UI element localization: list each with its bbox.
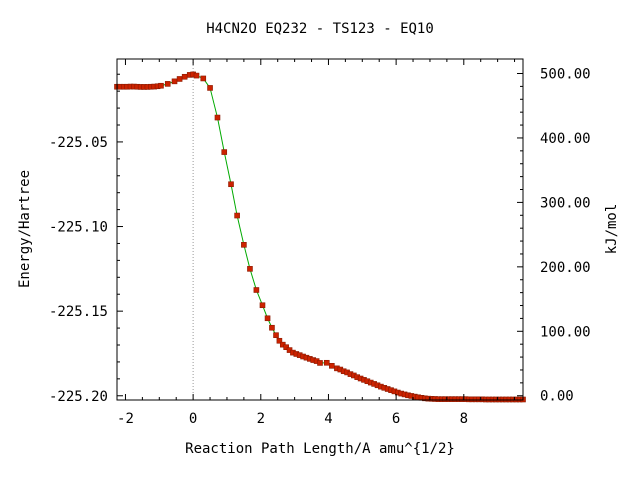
- plot-frame: [116, 58, 524, 401]
- y-axis-label: Energy/Hartree: [17, 170, 33, 288]
- x-tick-label: 6: [392, 411, 400, 427]
- y2-tick-label: 300.00: [540, 195, 591, 211]
- y2-tick-label: 500.00: [540, 67, 591, 83]
- data-point: [164, 81, 171, 87]
- y2-tick-label: 0.00: [540, 389, 574, 405]
- data-point: [221, 149, 228, 155]
- data-point: [269, 324, 275, 331]
- y-tick-label: -225.15: [49, 304, 108, 320]
- y2-tick-label: 200.00: [540, 260, 591, 276]
- data-point: [176, 76, 183, 82]
- x-tick-label: 0: [189, 411, 197, 427]
- data-point: [234, 212, 240, 219]
- x-axis-label: Reaction Path Length/A amu^{1/2}: [185, 441, 455, 457]
- data-point: [181, 73, 188, 80]
- data-point: [259, 302, 266, 309]
- data-point: [329, 363, 335, 369]
- data-point: [264, 315, 271, 322]
- x-tick-label: 4: [324, 411, 332, 427]
- y2-tick-label: 100.00: [540, 324, 591, 340]
- series-line: [117, 73, 523, 400]
- data-point: [253, 287, 260, 293]
- data-point: [241, 242, 247, 248]
- y2-axis-label: kJ/mol: [604, 204, 620, 255]
- data-point: [283, 344, 289, 351]
- data-point: [158, 82, 164, 89]
- data-point: [200, 75, 207, 82]
- data-point: [228, 181, 234, 188]
- x-tick-label: 2: [257, 411, 265, 427]
- data-point: [171, 78, 178, 85]
- data-point: [207, 85, 213, 91]
- chart-title: H4CN2O EQ232 - TS123 - EQ10: [206, 21, 434, 37]
- data-point: [317, 360, 323, 366]
- data-point: [214, 114, 221, 121]
- x-tick-label: -2: [117, 411, 134, 427]
- data-point: [193, 72, 200, 79]
- data-point: [247, 266, 253, 272]
- y2-tick-label: 400.00: [540, 131, 591, 147]
- data-point: [276, 337, 283, 344]
- y-tick-label: -225.20: [49, 389, 108, 405]
- data-point: [323, 359, 330, 366]
- x-tick-label: 8: [460, 411, 468, 427]
- y-tick-label: -225.05: [49, 135, 108, 151]
- y-tick-label: -225.10: [49, 220, 108, 236]
- data-point: [273, 332, 279, 338]
